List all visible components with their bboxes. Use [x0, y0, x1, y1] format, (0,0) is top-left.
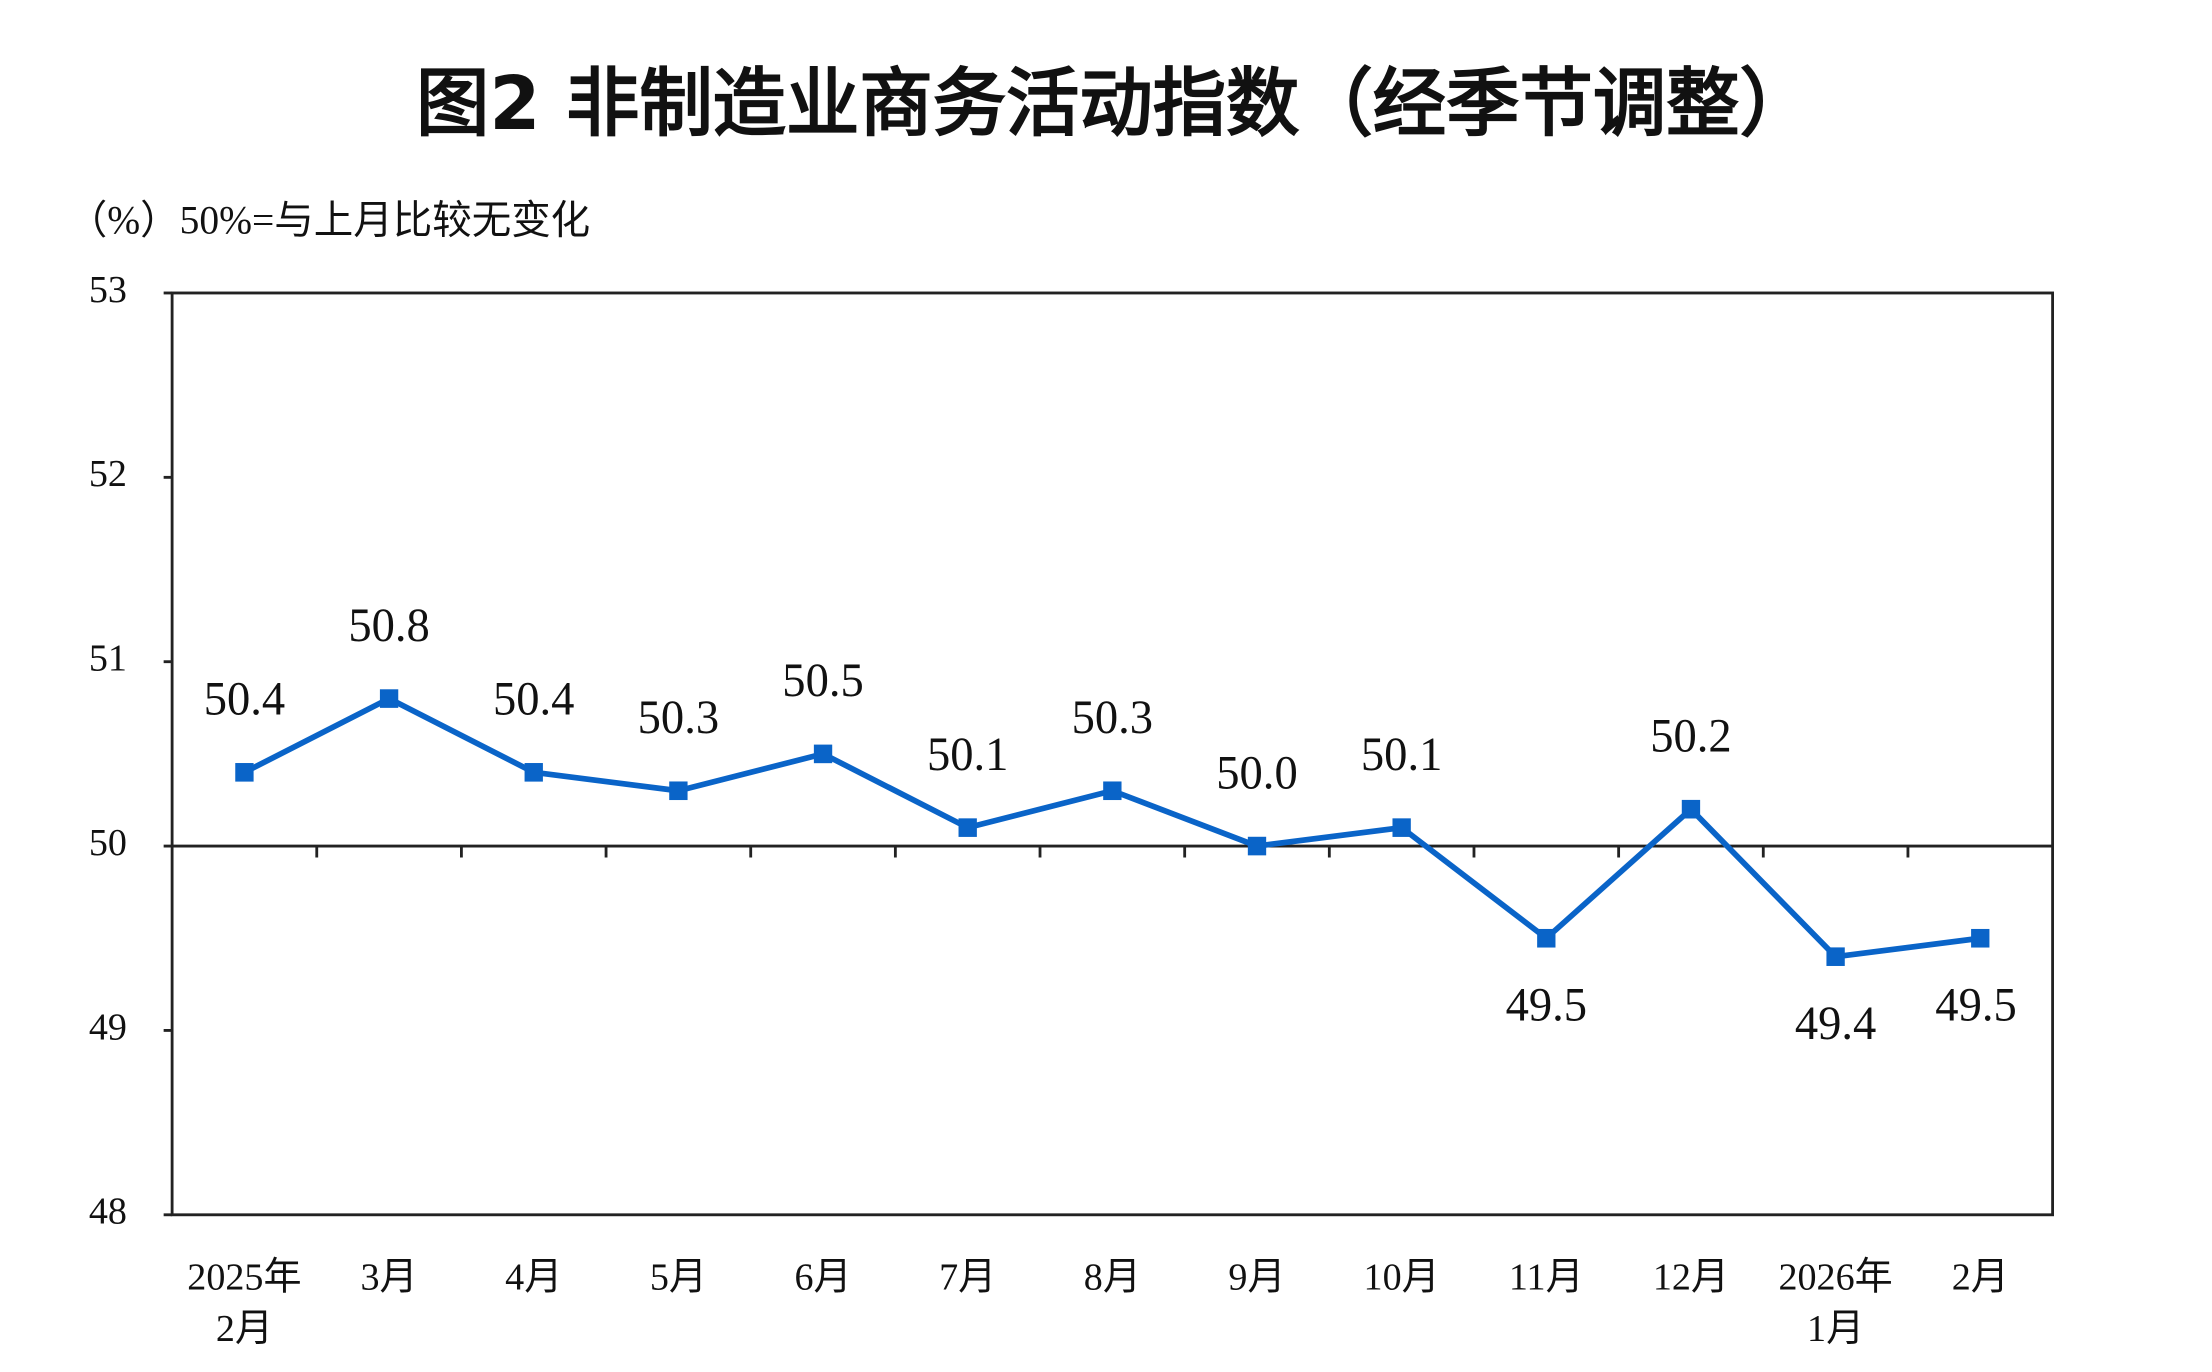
y-tick-label: 52 — [89, 453, 127, 495]
x-tick-label: 3月 — [361, 1256, 418, 1298]
x-tick-label: 11月 — [1509, 1256, 1584, 1298]
value-label: 50.4 — [204, 673, 285, 725]
y-tick-label: 49 — [89, 1006, 127, 1048]
value-label: 50.2 — [1650, 710, 1731, 762]
marker — [1971, 928, 1990, 948]
value-label: 50.8 — [348, 600, 429, 652]
y-tick-label: 53 — [89, 269, 127, 311]
x-tick-label: 4月 — [505, 1256, 562, 1298]
value-label: 50.0 — [1216, 747, 1297, 799]
marker — [669, 781, 688, 801]
x-tick-label: 7月 — [939, 1256, 996, 1298]
y-tick-label: 51 — [89, 637, 127, 679]
y-axis-label: （%）50%=与上月比较无变化 — [68, 198, 590, 242]
marker — [1392, 818, 1411, 837]
marker — [235, 763, 254, 782]
value-label: 50.5 — [782, 655, 863, 707]
marker — [1681, 799, 1701, 819]
x-tick-label: 6月 — [794, 1256, 851, 1298]
marker — [813, 744, 833, 764]
value-label: 50.3 — [1072, 692, 1153, 744]
y-tick-label: 48 — [89, 1190, 127, 1232]
marker — [1247, 836, 1267, 856]
x-tick-label: 2026年 1月 — [1778, 1255, 1892, 1350]
value-label: 50.4 — [493, 673, 574, 725]
x-tick-label: 8月 — [1084, 1256, 1141, 1298]
x-tick-label: 5月 — [650, 1256, 707, 1298]
marker — [524, 763, 543, 782]
value-label: 49.5 — [1506, 979, 1587, 1031]
x-tick-label: 9月 — [1228, 1256, 1285, 1298]
value-label: 49.5 — [1935, 979, 2016, 1031]
x-tick-label: 12月 — [1653, 1256, 1729, 1298]
x-tick-label: 2025年 2月 — [187, 1255, 301, 1350]
value-label: 49.4 — [1795, 998, 1876, 1050]
value-label: 50.1 — [927, 729, 1008, 781]
marker — [379, 689, 399, 708]
chart-title: 图2 非制造业商务活动指数（经季节调整） — [416, 60, 1813, 147]
value-label: 50.3 — [638, 692, 719, 744]
marker — [1537, 928, 1556, 948]
y-tick-label: 50 — [89, 822, 127, 864]
value-label: 50.1 — [1361, 729, 1442, 781]
marker — [958, 818, 977, 837]
marker — [1826, 947, 1845, 966]
x-tick-label: 10月 — [1364, 1256, 1440, 1298]
plot-frame — [170, 291, 2054, 1217]
x-tick-label: 2月 — [1952, 1256, 2009, 1298]
marker — [1103, 781, 1122, 801]
